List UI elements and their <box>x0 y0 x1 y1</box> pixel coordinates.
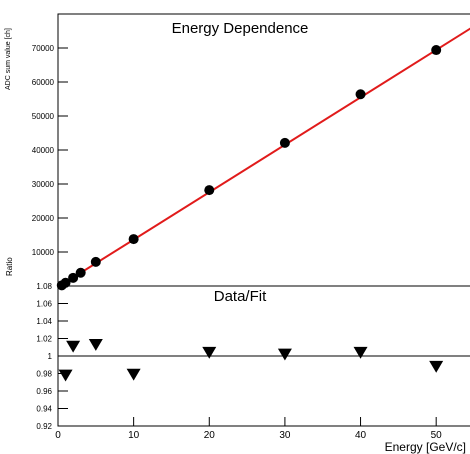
bottom-y-labels: 0.92 0.94 0.96 0.98 1 1.02 1.04 1.06 1.08 <box>36 282 52 431</box>
bottom-data-point <box>277 348 292 361</box>
top-data-point <box>355 89 366 100</box>
bottom-data-point <box>429 360 444 373</box>
top-y-tick-label: 40000 <box>32 146 55 155</box>
top-data-point <box>128 234 139 245</box>
bottom-panel-title: Data/Fit <box>214 288 267 305</box>
bottom-data-points <box>58 339 444 382</box>
top-data-point <box>279 137 290 148</box>
bottom-x-ticks <box>57 417 437 426</box>
top-y-tick-label: 30000 <box>32 180 55 189</box>
bottom-y-tick-label: 1.04 <box>36 317 52 326</box>
top-y-ticks <box>58 47 68 253</box>
bottom-data-point <box>66 340 81 353</box>
bottom-x-labels: 0 10 20 30 40 50 <box>55 430 442 441</box>
top-panel-title: Energy Dependence <box>172 20 309 37</box>
bottom-y-tick-label: 1.06 <box>36 300 52 309</box>
top-y-tick-label: 70000 <box>32 44 55 53</box>
bottom-x-tick-label: 10 <box>128 430 140 441</box>
bottom-y-tick-label: 0.96 <box>36 387 52 396</box>
top-data-point <box>204 185 215 196</box>
bottom-x-tick-label: 40 <box>355 430 367 441</box>
bottom-x-tick-label: 30 <box>279 430 291 441</box>
top-y-tick-label: 50000 <box>32 112 55 121</box>
bottom-y-tick-label: 1.08 <box>36 282 52 291</box>
bottom-data-point <box>88 339 103 351</box>
bottom-y-tick-label: 1.02 <box>36 335 52 344</box>
bottom-y-tick-label: 1 <box>48 352 53 361</box>
top-y-axis-label: ADC sum value [ch] <box>5 28 12 90</box>
top-y-tick-label: 10000 <box>32 248 55 257</box>
bottom-x-tick-label: 20 <box>204 430 216 441</box>
top-y-tick-label: 20000 <box>32 214 55 223</box>
top-plot-frame <box>57 13 470 287</box>
top-data-point <box>431 45 442 56</box>
bottom-y-axis-label: Ratio <box>5 257 14 276</box>
bottom-y-tick-label: 0.98 <box>36 370 52 379</box>
bottom-data-point <box>353 346 368 359</box>
top-y-tick-label: 60000 <box>32 78 55 87</box>
top-data-point <box>68 272 79 283</box>
bottom-data-point <box>58 369 73 382</box>
top-panel: 10000 20000 30000 40000 50000 60000 70000 Ener… <box>5 13 470 291</box>
bottom-x-tick-label: 50 <box>431 430 443 441</box>
bottom-y-tick-label: 0.92 <box>36 422 52 431</box>
top-data-points <box>56 45 442 291</box>
bottom-x-tick-label: 0 <box>55 430 61 441</box>
top-data-point <box>60 277 71 288</box>
top-data-point <box>75 267 86 278</box>
bottom-x-axis-label: Energy [GeV/c] <box>385 440 466 454</box>
bottom-data-point <box>126 368 141 381</box>
bottom-panel: 0.92 0.94 0.96 0.98 1 1.02 1.04 1.06 1.08 0 10 20 3… <box>5 257 470 454</box>
bottom-y-tick-label: 0.94 <box>36 405 52 414</box>
top-data-point <box>90 256 101 267</box>
bottom-data-point <box>202 346 217 359</box>
top-y-labels: 10000 20000 30000 40000 50000 60000 70000 <box>32 44 55 257</box>
top-fit-line <box>57 27 470 288</box>
